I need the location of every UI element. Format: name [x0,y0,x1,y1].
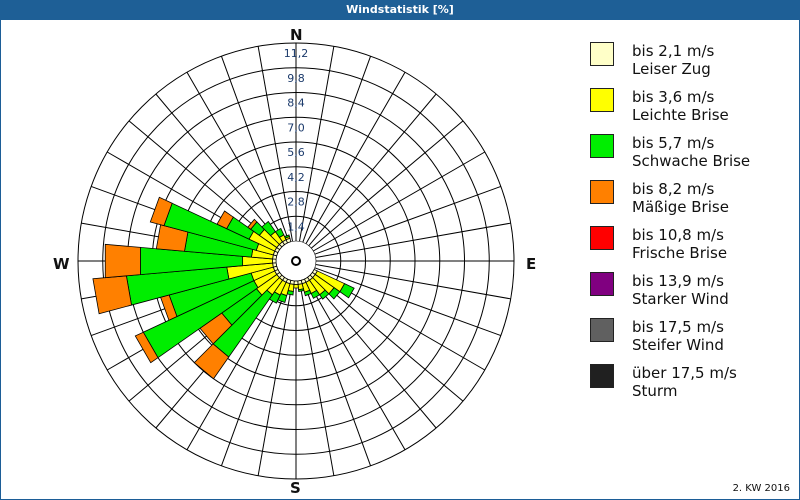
wind-sector-bar [193,343,230,380]
legend-swatch [590,88,614,112]
radial-tick-label: 5,6 [287,146,305,159]
wind-sector-bar [134,331,159,364]
compass-north-label: N [290,26,303,44]
compass-east-label: E [526,255,537,273]
legend-range: bis 10,8 m/s [632,226,724,244]
wind-sector-bar [92,275,132,315]
wind-sector-bar [149,196,173,227]
radial-tick-label: 11,2 [284,47,309,60]
legend-label: Mäßige Brise [632,198,729,216]
legend-swatch [590,134,614,158]
period-label: 2. KW 2016 [732,483,790,494]
wind-sector-bar [293,284,299,289]
legend-swatch [590,364,614,388]
compass-west-label: W [53,255,70,273]
legend-swatch [590,180,614,204]
wind-sector-bar [216,210,234,230]
legend-range: bis 17,5 m/s [632,318,724,336]
radial-tick-label: 2,8 [287,196,305,209]
radial-tick-label: 1,4 [287,220,305,233]
wind-sector-bar [104,243,141,279]
compass-south-label: S [290,479,301,497]
legend-swatch [590,226,614,250]
wind-sector-bar [303,289,312,297]
wind-rose-chart: 1,4 2,8 4,2 5,6 7,0 8,4 9,8 11,2 [77,42,515,480]
legend-label: Leiser Zug [632,60,711,78]
legend-label: Frische Brise [632,244,728,262]
radial-tick-label: 9,8 [287,72,305,85]
legend-label: Schwache Brise [632,152,751,170]
wind-sector-bar [298,288,305,292]
legend-label: Leichte Brise [632,106,729,124]
legend-swatch [590,42,614,66]
legend-range: bis 13,9 m/s [632,272,724,290]
radial-tick-label: 7,0 [287,121,305,134]
chart-title: Windstatistik [%] [0,0,800,20]
wind-sector-bar [261,220,276,237]
radial-tick-label: 8,4 [287,97,305,110]
legend-label: Starker Wind [632,290,729,308]
wind-sector-bar [284,234,290,239]
legend-swatch [590,318,614,342]
legend-range: bis 5,7 m/s [632,134,715,152]
wind-sector-bar [319,289,330,300]
radial-tick-label: 4,2 [287,171,305,184]
wind-sector-bar [339,283,355,299]
legend-range: über 17,5 m/s [632,364,737,382]
wind-sector-bar [247,218,258,230]
wind-sector-bar [328,287,341,300]
legend-range: bis 3,6 m/s [632,88,715,106]
wind-sector-bar [310,289,321,299]
wind-sector-bar [274,227,285,238]
legend-label: Steifer Wind [632,336,724,354]
legend-range: bis 2,1 m/s [632,42,715,60]
legend-range: bis 8,2 m/s [632,180,715,198]
legend-label: Sturm [632,382,678,400]
legend-swatch [590,272,614,296]
